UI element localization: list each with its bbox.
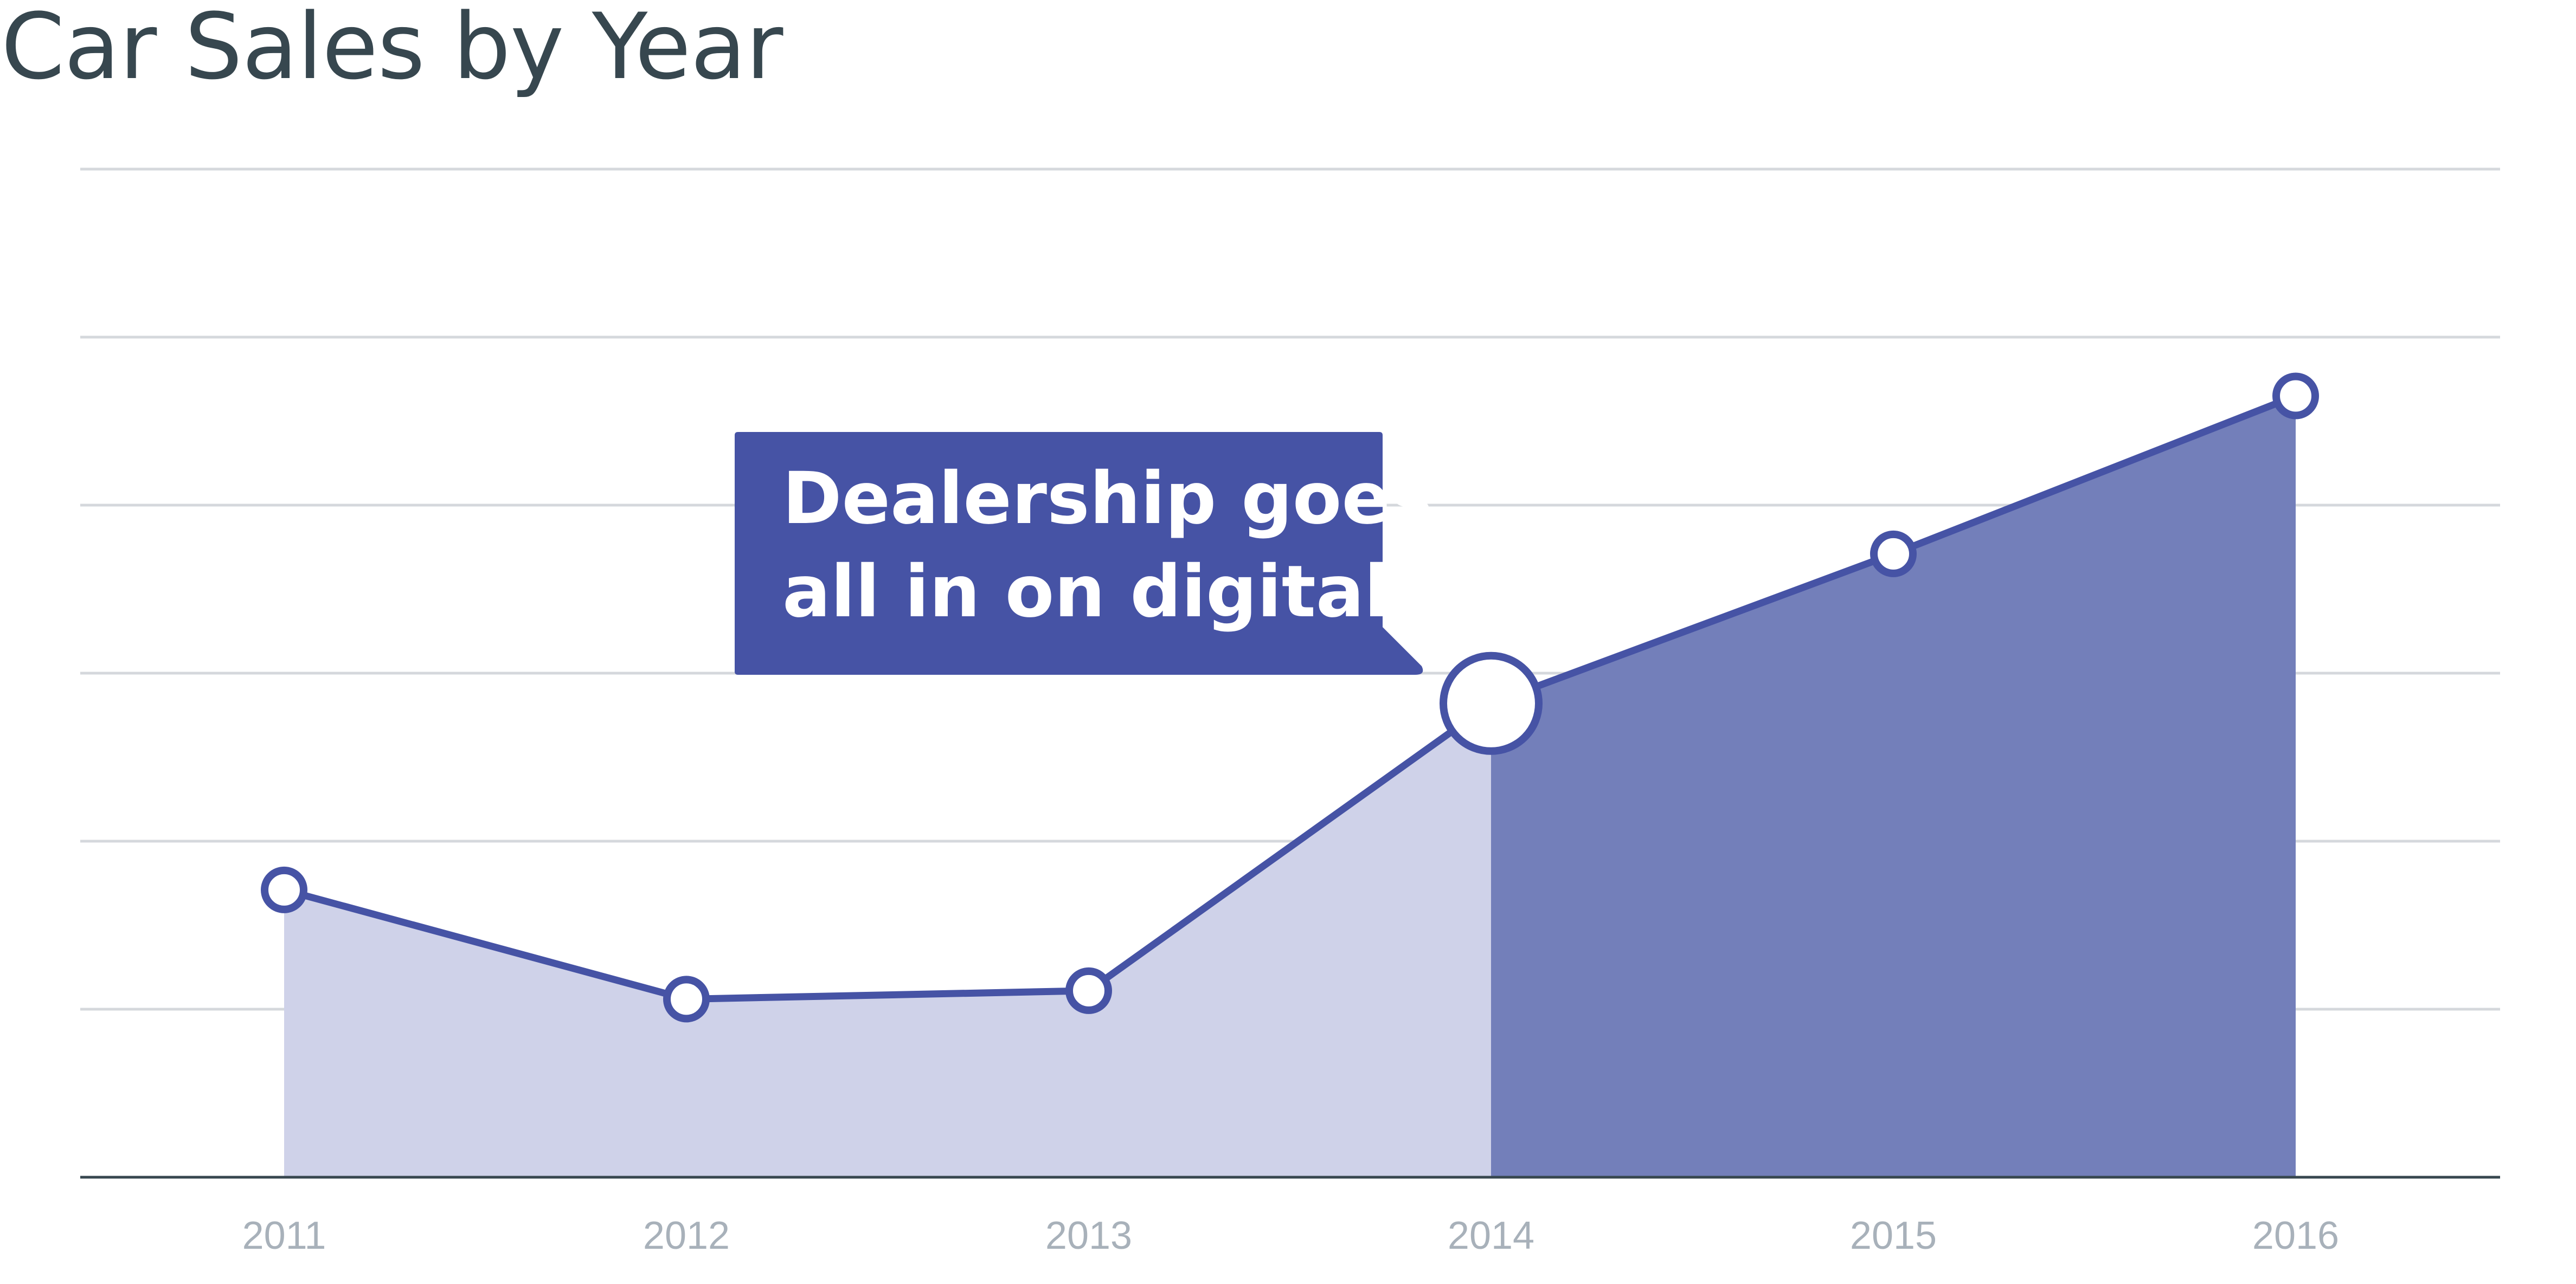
- annotation-text-line: all in on digital: [782, 550, 1389, 634]
- x-tick-label: 2013: [1045, 1214, 1132, 1257]
- x-tick-label: 2016: [2252, 1214, 2339, 1257]
- data-points: [261, 372, 2319, 1023]
- x-tick-label: 2011: [242, 1214, 326, 1257]
- series-line: [280, 392, 2299, 1003]
- area-fills: [284, 396, 2296, 1177]
- x-tick-label: 2012: [643, 1214, 730, 1257]
- data-point: [663, 976, 710, 1023]
- data-point: [1065, 967, 1112, 1014]
- annotation-callout: Dealership goes all in on digital: [735, 432, 1433, 675]
- series-line-group: [280, 392, 2299, 1003]
- annotation-box: [735, 432, 1423, 675]
- data-point: [2272, 372, 2319, 420]
- highlighted-data-point: [1440, 651, 1543, 755]
- chart-title: Car Sales by Year: [1, 0, 783, 100]
- x-axis: 2011 2012 2013 2014 2015 2016: [80, 1176, 2500, 1257]
- x-tick-label: 2015: [1850, 1214, 1937, 1257]
- area-after-digital: [1491, 396, 2296, 1177]
- annotation-text-line: Dealership goes: [782, 457, 1433, 540]
- data-point: [1870, 530, 1917, 577]
- area-before-digital: [284, 703, 1491, 1177]
- x-tick-label: 2014: [1448, 1214, 1534, 1257]
- data-point: [261, 866, 307, 913]
